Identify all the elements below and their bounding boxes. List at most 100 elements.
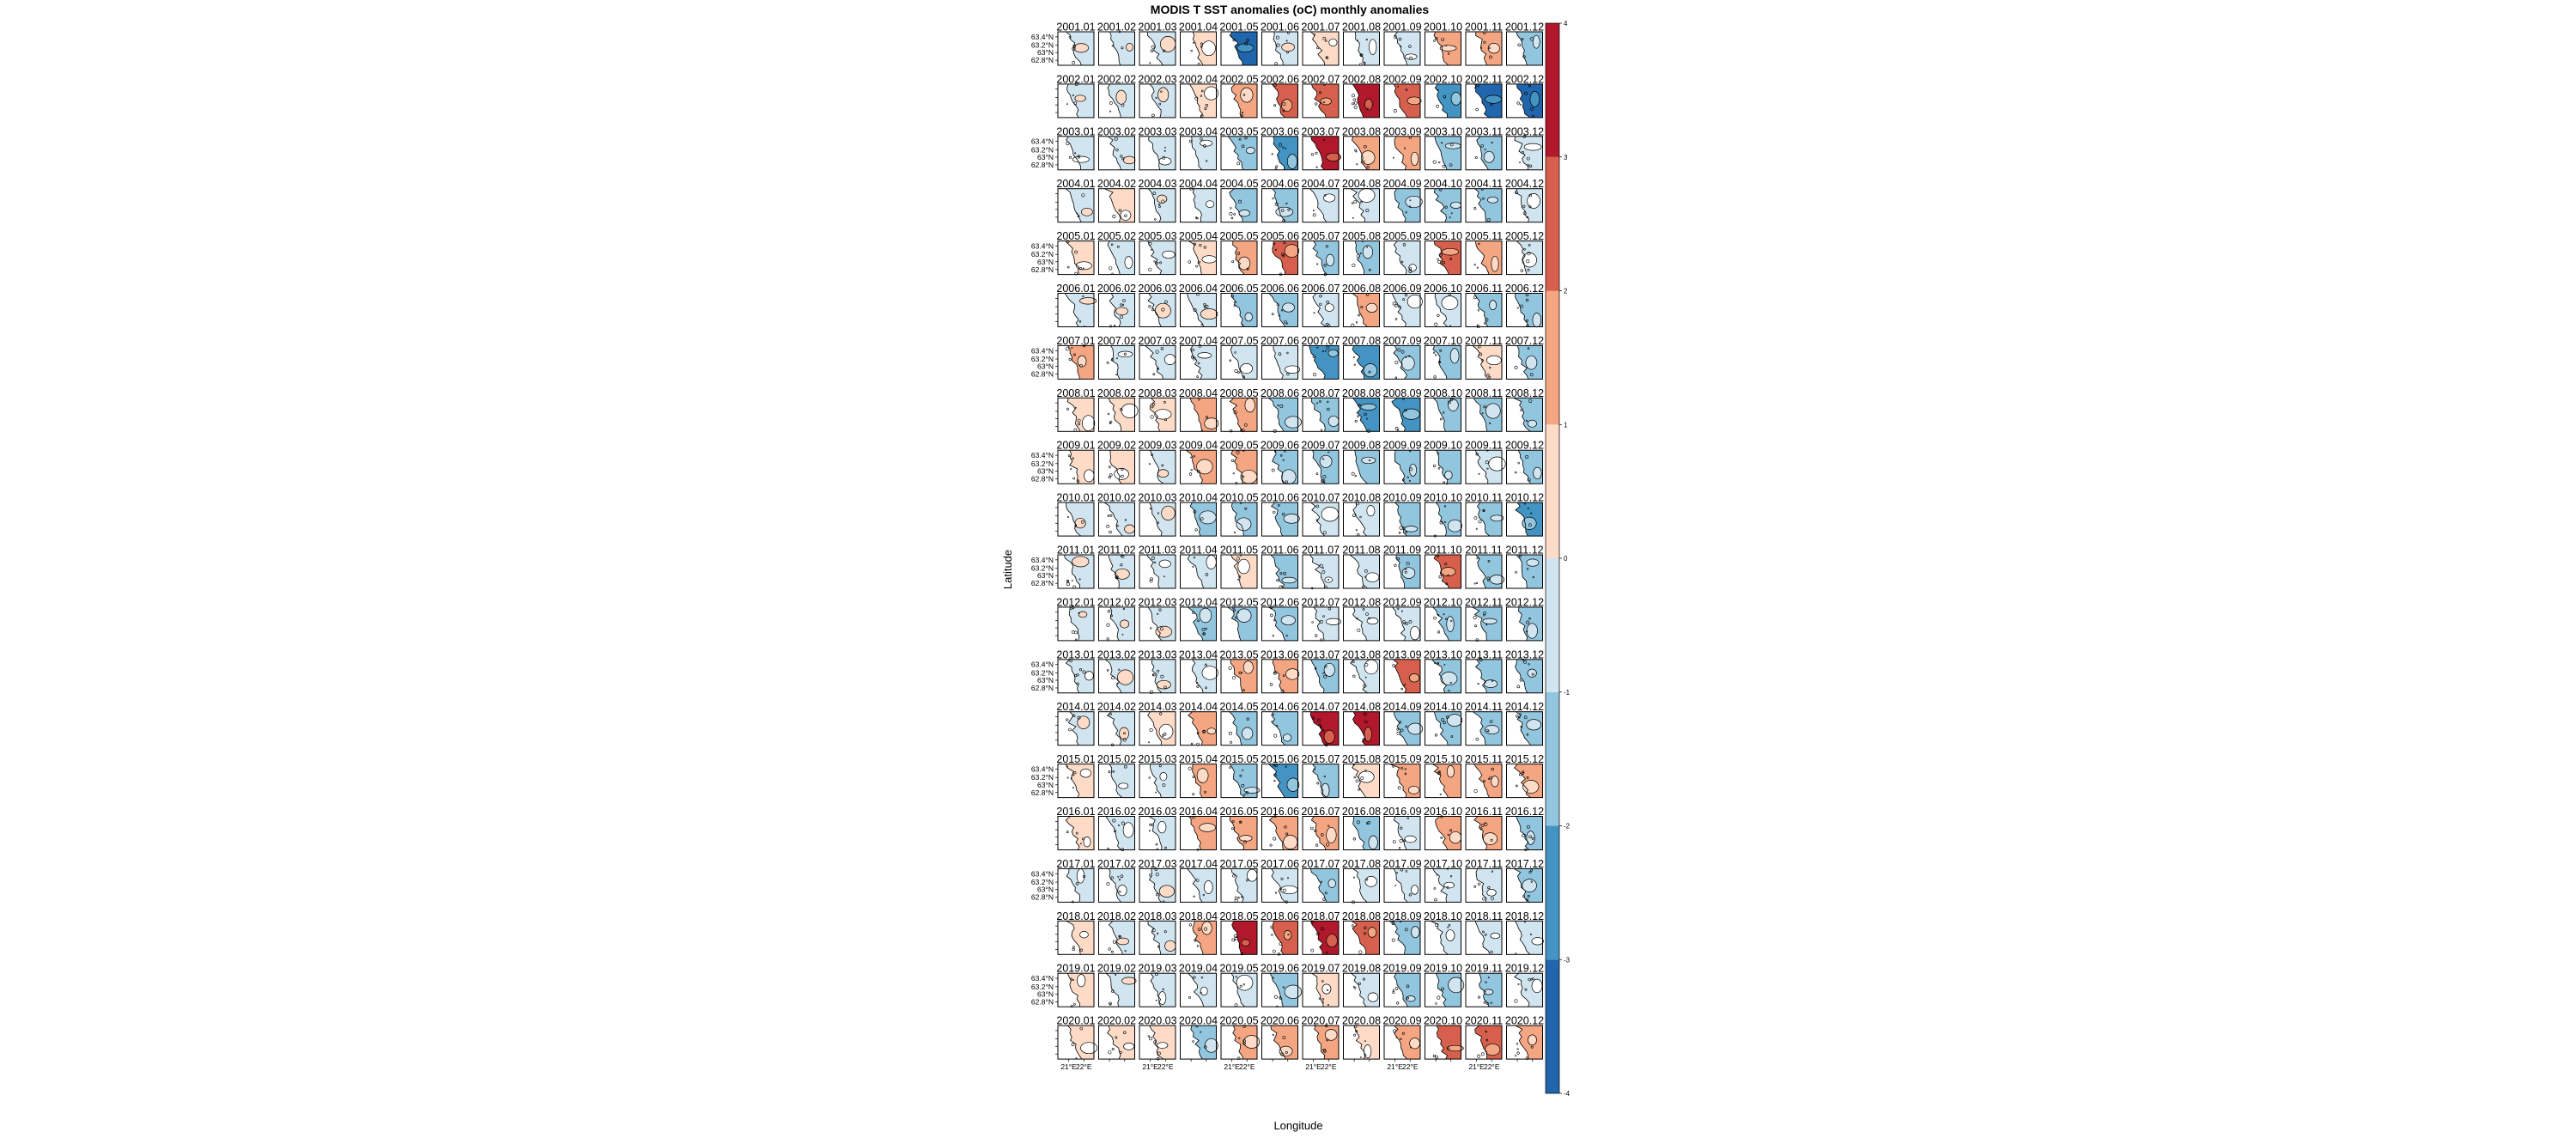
island [1124, 214, 1127, 218]
contour-patch [1531, 978, 1543, 994]
coastline [1395, 554, 1406, 589]
y-tick-label: 63.4°N [1031, 33, 1054, 41]
island [1474, 624, 1478, 628]
panel-title: 2009.07 [1301, 440, 1340, 452]
island [1522, 204, 1526, 208]
island [1518, 773, 1522, 776]
contour-patch [1485, 1043, 1501, 1056]
island [1404, 409, 1407, 412]
island [1528, 244, 1531, 246]
island [1442, 164, 1446, 168]
island [1196, 682, 1199, 685]
island [1405, 211, 1407, 214]
coastline [1230, 83, 1243, 119]
map-panel: 2018.10 [1424, 910, 1462, 955]
map-panel: 2003.11 [1465, 125, 1503, 171]
island [1520, 725, 1523, 728]
island [1200, 94, 1203, 97]
contour-patch [1323, 729, 1335, 744]
panel-title: 2002.11 [1465, 73, 1503, 85]
island [1352, 924, 1354, 927]
anomaly-fill [1188, 711, 1217, 745]
panel-title: 2016.12 [1505, 806, 1544, 818]
coastline [1433, 31, 1449, 66]
contour-patch [1204, 417, 1219, 429]
contour-patch [1411, 926, 1420, 939]
island [1356, 163, 1358, 166]
island [1234, 1003, 1238, 1007]
map-panel: 2005.07 [1301, 230, 1340, 277]
island [1443, 505, 1446, 508]
panel-title: 2008.12 [1505, 387, 1544, 399]
panel-frame [1425, 867, 1461, 903]
coastline [1230, 868, 1244, 903]
map-panel: 2004.08 [1342, 178, 1381, 223]
map-panel: 2016.09 [1382, 806, 1422, 850]
panel-title: 2007.12 [1505, 335, 1544, 347]
panel-title: 2019.03 [1138, 963, 1176, 975]
island [1271, 468, 1275, 472]
island [1405, 88, 1408, 91]
coastline [1268, 764, 1285, 798]
map-panel: 2008.08 [1342, 387, 1381, 434]
island [1079, 364, 1083, 368]
island [1190, 456, 1193, 459]
island [1365, 612, 1369, 616]
map-panel: 2013.01 [1056, 648, 1096, 694]
coastline [1109, 31, 1121, 66]
panel-title: 2002.05 [1219, 73, 1258, 85]
y-tick-label: 63.4°N [1031, 451, 1054, 459]
panel-title: 2014.09 [1382, 701, 1421, 713]
contour-patch [1527, 668, 1537, 678]
island [1392, 664, 1395, 667]
island [1401, 1032, 1405, 1035]
island [1322, 100, 1325, 104]
island [1531, 672, 1534, 676]
anomaly-fill [1066, 188, 1094, 222]
island [1362, 738, 1366, 741]
island [1274, 764, 1278, 768]
map-panel: 2005.12 [1505, 230, 1544, 276]
map-panel: 2012.09 [1382, 596, 1422, 642]
panel-frame [1139, 1025, 1176, 1060]
panel-frame [1383, 136, 1421, 171]
map-panel: 2015.03 [1138, 753, 1177, 799]
island [1287, 208, 1291, 211]
contour-patch [1126, 43, 1133, 52]
anomaly-fill [1352, 868, 1380, 903]
panel-title: 2013.06 [1261, 648, 1299, 660]
island [1530, 512, 1533, 514]
island [1109, 614, 1113, 618]
contour-patch [1488, 456, 1506, 472]
panel-title: 2004.05 [1219, 178, 1258, 190]
island [1404, 570, 1407, 574]
panel-frame [1139, 397, 1176, 432]
island [1280, 877, 1284, 880]
island [1158, 102, 1162, 106]
island [1110, 876, 1115, 879]
panel-frame [1139, 344, 1176, 380]
panel-frame [1343, 606, 1380, 642]
contour-patch [1122, 155, 1136, 165]
island [1071, 1043, 1075, 1047]
anomaly-fill [1393, 659, 1420, 693]
panel-title: 2019.09 [1382, 963, 1421, 975]
panel-frame [1506, 972, 1543, 1007]
island [1529, 37, 1534, 41]
island [1408, 893, 1412, 897]
island [1067, 454, 1071, 457]
island [1357, 628, 1361, 632]
island [1151, 928, 1156, 933]
island [1402, 298, 1406, 301]
panel-frame [1343, 659, 1380, 694]
island [1078, 423, 1081, 426]
coastline [1309, 868, 1327, 903]
panel-frame [1139, 83, 1176, 119]
panel-title: 2013.03 [1138, 648, 1176, 660]
panel-title: 2006.04 [1179, 283, 1218, 295]
map-panel: 2019.08 [1342, 963, 1381, 1007]
island [1360, 306, 1364, 309]
x-axis-label: Longitude [1273, 1119, 1322, 1132]
island [1276, 303, 1279, 307]
x-tick-label: 22°E [1157, 1062, 1174, 1071]
